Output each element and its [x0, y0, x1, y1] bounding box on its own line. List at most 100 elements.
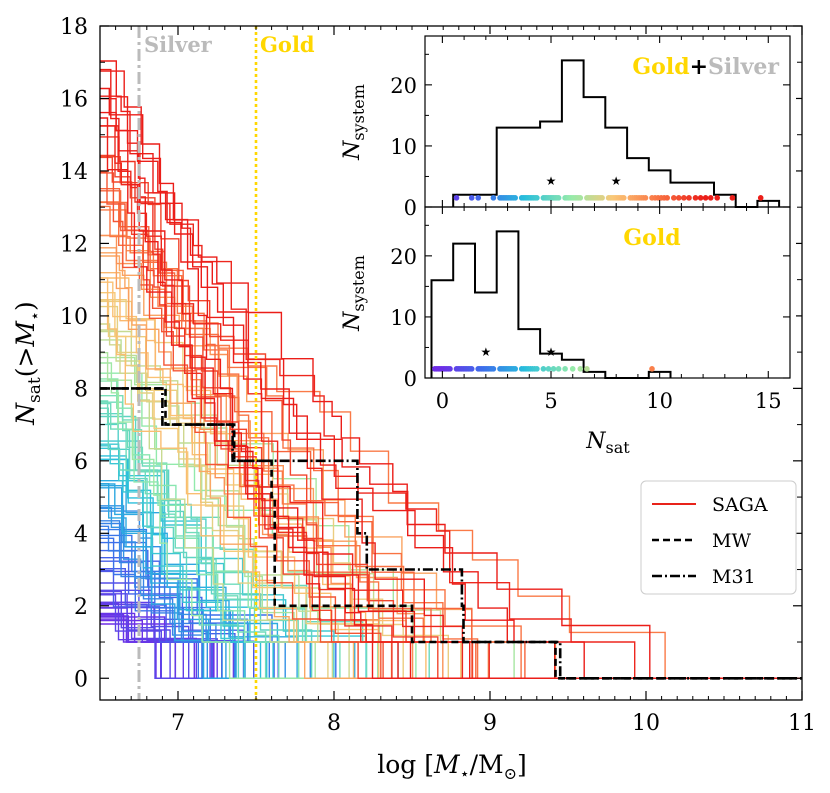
main-plot-frame — [99, 25, 803, 701]
x-tick-label: 9 — [483, 711, 497, 736]
inset-bottom-y-tick-label: 10 — [390, 306, 417, 330]
inset-top-system-dot — [664, 195, 670, 201]
inset-bottom-system-dot — [584, 366, 590, 372]
saga-curve — [100, 68, 802, 679]
inset-bottom-system-dot — [490, 366, 497, 372]
legend: SAGA MW M31 — [640, 480, 797, 595]
inset-bottom-system-dot — [562, 366, 568, 372]
saga-curve — [100, 70, 802, 679]
saga-curve — [100, 520, 802, 679]
saga-curve — [100, 209, 802, 679]
inset-bottom-title: Gold — [623, 225, 680, 251]
inset-top-reference-star: ★ — [546, 174, 557, 188]
main-axis-ticks: 7 8 9 10 11 0 2 4 6 8 10 12 14 16 18 — [60, 15, 816, 736]
threshold-lines — [137, 26, 258, 700]
inset-top-system-dot — [468, 195, 475, 201]
inset-top-system-dot — [599, 195, 605, 201]
inset-bottom-frame — [424, 206, 791, 379]
inset-top-system-dot — [686, 195, 692, 201]
saga-curve — [100, 619, 802, 679]
inset-bottom-system-dot — [545, 366, 552, 372]
y-tick-label: 2 — [74, 595, 88, 620]
saga-curve — [100, 401, 802, 679]
reference-curves — [100, 387, 802, 680]
inset-top-system-dot — [453, 195, 460, 201]
inset-bottom-system-dot — [447, 366, 453, 372]
saga-curve — [100, 569, 802, 679]
saga-curve — [100, 507, 802, 679]
inset-top-system-dot — [475, 195, 482, 201]
saga-curve — [100, 201, 802, 679]
inset-bottom-system-dot — [512, 366, 518, 372]
inset-top-system-dot — [490, 195, 497, 201]
inset-title-plus: + — [690, 54, 708, 80]
inset-top-system-dot — [702, 195, 709, 201]
saga-curve — [100, 480, 802, 679]
saga-curve — [100, 95, 802, 679]
saga-curve — [100, 281, 802, 679]
legend-label-m31: M31 — [712, 566, 756, 588]
saga-curve — [100, 445, 802, 679]
inset-top-system-dot — [676, 195, 682, 201]
inset-title-silver: Silver — [708, 54, 779, 80]
inset-xlabel: Nsat — [585, 429, 630, 457]
inset-top-system-dot — [621, 195, 627, 201]
inset-bottom-system-dot — [649, 366, 655, 372]
inset-bottom-system-dot — [534, 366, 540, 372]
inset-top-system-dot — [714, 195, 720, 201]
y-tick-label: 4 — [74, 522, 88, 547]
y-tick-label: 10 — [60, 305, 88, 330]
x-tick-label: 8 — [327, 711, 341, 736]
y-tick-label: 12 — [60, 232, 88, 257]
inset-top-system-dot — [671, 195, 677, 201]
inset-bottom-system-dot — [569, 366, 576, 372]
inset-top-system-dot — [697, 195, 704, 201]
saga-curve — [100, 606, 802, 679]
inset-title-gold: Gold — [632, 54, 689, 80]
inset-bottom-system-dot — [577, 366, 584, 372]
saga-curve — [100, 156, 802, 679]
inset-top-system-dot — [642, 195, 649, 201]
gold-label: Gold — [260, 32, 315, 57]
saga-curve — [100, 593, 802, 679]
saga-curve — [100, 125, 802, 679]
inset-top-system-dot — [534, 195, 540, 201]
saga-curve — [100, 156, 802, 679]
legend-label-mw: MW — [712, 530, 751, 552]
inset-bottom-x-tick-label: 10 — [646, 389, 673, 413]
inset-bottom-x-tick-label: 5 — [544, 389, 557, 413]
saga-curve — [100, 590, 802, 679]
x-tick-label: 10 — [632, 711, 660, 736]
inset-top-y-tick-label: 0 — [404, 196, 417, 220]
y-tick-label: 6 — [74, 450, 88, 475]
m31-curve — [100, 387, 802, 680]
inset-top-ylabel: Nsystem — [340, 84, 368, 161]
inset-bottom-system-dot — [555, 366, 562, 372]
saga-curve — [100, 362, 802, 679]
inset-top-y-tick-label: 20 — [390, 74, 417, 98]
y-tick-label: 8 — [74, 377, 88, 402]
saga-curve — [100, 485, 802, 679]
inset-bottom-reference-star: ★ — [480, 345, 491, 359]
y-tick-label: 18 — [60, 15, 88, 40]
inset-top-system-dot — [757, 195, 764, 201]
saga-curve — [100, 525, 802, 679]
silver-label: Silver — [144, 32, 213, 57]
saga-curve — [100, 205, 802, 679]
y-tick-label: 0 — [74, 667, 88, 692]
saga-curve — [100, 570, 802, 679]
inset-bottom-reference-star: ★ — [546, 345, 557, 359]
saga-curve — [100, 537, 802, 679]
saga-curve — [100, 98, 802, 679]
saga-curve — [100, 618, 802, 679]
x-tick-label: 11 — [788, 711, 816, 736]
inset-bottom-ylabel: Nsystem — [340, 255, 368, 332]
saga-curve — [100, 505, 802, 679]
inset-bottom-system-dot — [540, 366, 547, 372]
inset-top-system-dot — [692, 195, 699, 201]
inset-bottom-system-dot — [550, 366, 557, 372]
legend-label-saga: SAGA — [712, 494, 768, 516]
inset-top-system-dot — [681, 195, 687, 201]
